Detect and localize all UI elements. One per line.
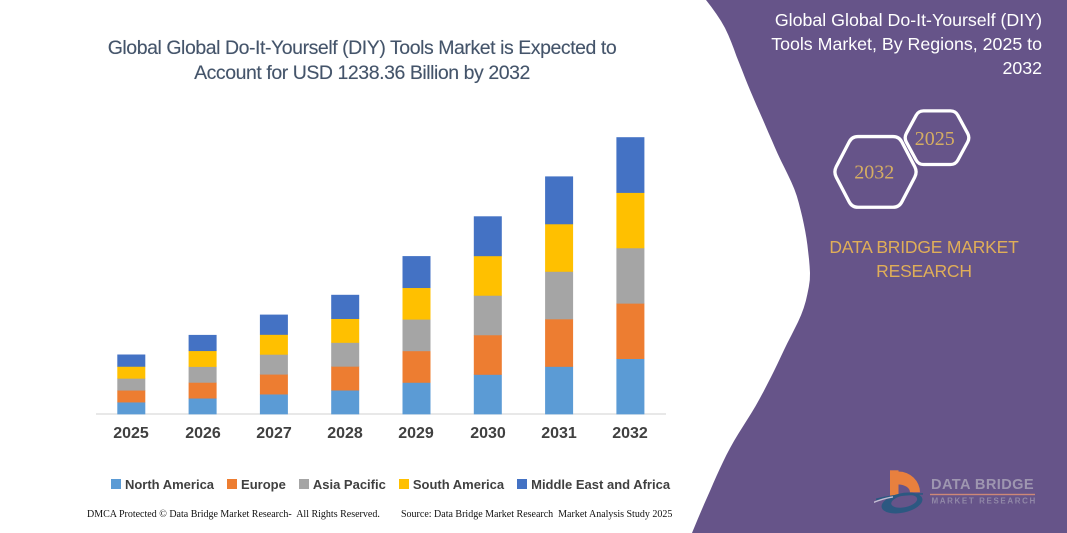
svg-text:2032: 2032 (854, 161, 894, 183)
svg-text:DATA BRIDGE: DATA BRIDGE (931, 477, 1034, 493)
svg-text:MARKET RESEARCH: MARKET RESEARCH (932, 497, 1037, 506)
svg-text:2025: 2025 (915, 128, 955, 150)
